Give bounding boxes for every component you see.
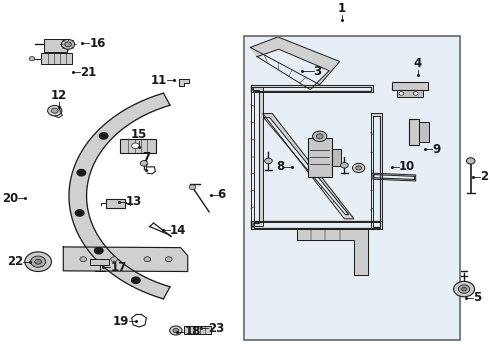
Text: 5: 5 (473, 291, 481, 304)
Circle shape (144, 257, 150, 262)
Circle shape (454, 282, 474, 297)
Text: 13: 13 (126, 195, 142, 208)
Bar (409, 119, 419, 145)
Circle shape (170, 326, 182, 335)
Circle shape (99, 133, 108, 139)
Circle shape (65, 42, 72, 47)
Circle shape (131, 277, 140, 283)
Text: 21: 21 (80, 66, 96, 78)
Circle shape (95, 248, 103, 254)
Polygon shape (250, 37, 340, 90)
Bar (419, 122, 429, 141)
Text: 8: 8 (276, 160, 284, 174)
Text: 23: 23 (208, 322, 224, 335)
Bar (332, 149, 341, 166)
Circle shape (317, 134, 323, 139)
Text: 20: 20 (2, 192, 18, 205)
Text: 22: 22 (7, 255, 23, 268)
Polygon shape (63, 247, 188, 271)
Text: 12: 12 (50, 89, 67, 102)
Text: 18: 18 (184, 325, 201, 338)
Text: 3: 3 (314, 65, 321, 78)
Circle shape (166, 257, 172, 262)
Circle shape (25, 252, 51, 271)
Polygon shape (373, 173, 416, 181)
Circle shape (399, 92, 404, 95)
Bar (42, 53, 73, 64)
Text: 16: 16 (89, 37, 106, 50)
Circle shape (75, 210, 84, 216)
Circle shape (61, 39, 74, 49)
Circle shape (132, 143, 139, 149)
Text: 2: 2 (480, 170, 488, 183)
Circle shape (189, 185, 196, 190)
Polygon shape (251, 85, 373, 93)
Bar (392, 82, 427, 90)
Bar (396, 90, 423, 97)
Bar (106, 199, 125, 208)
Circle shape (313, 131, 327, 141)
Circle shape (77, 170, 86, 176)
Text: 1: 1 (338, 2, 346, 15)
Text: 6: 6 (218, 189, 226, 202)
Circle shape (413, 92, 418, 95)
Polygon shape (251, 221, 382, 229)
Circle shape (80, 257, 87, 262)
Circle shape (140, 161, 148, 166)
Bar (90, 259, 109, 265)
Polygon shape (297, 229, 368, 275)
Circle shape (352, 163, 365, 172)
Circle shape (111, 257, 118, 262)
Circle shape (466, 158, 475, 164)
Circle shape (30, 256, 46, 267)
Text: 14: 14 (170, 224, 187, 237)
Circle shape (341, 162, 348, 168)
Bar (120, 139, 156, 153)
Text: 17: 17 (110, 261, 126, 274)
Circle shape (265, 158, 272, 164)
Bar (244, 36, 460, 340)
Circle shape (51, 108, 58, 113)
Circle shape (173, 328, 179, 333)
Polygon shape (69, 93, 170, 299)
Circle shape (48, 105, 62, 116)
Bar (184, 326, 212, 334)
Polygon shape (251, 87, 263, 226)
Circle shape (462, 287, 466, 291)
Text: 9: 9 (432, 143, 441, 156)
Text: 19: 19 (113, 315, 129, 328)
Circle shape (356, 166, 362, 170)
Circle shape (29, 57, 35, 61)
Bar (308, 138, 332, 177)
Text: 7: 7 (142, 152, 150, 165)
Text: 15: 15 (131, 128, 147, 141)
Circle shape (458, 285, 470, 293)
Polygon shape (179, 79, 189, 86)
Bar (44, 39, 67, 53)
Polygon shape (370, 113, 382, 229)
Text: 10: 10 (399, 160, 416, 174)
Circle shape (35, 259, 42, 264)
Polygon shape (263, 113, 354, 219)
Text: 4: 4 (414, 57, 422, 69)
Text: 11: 11 (151, 74, 167, 87)
